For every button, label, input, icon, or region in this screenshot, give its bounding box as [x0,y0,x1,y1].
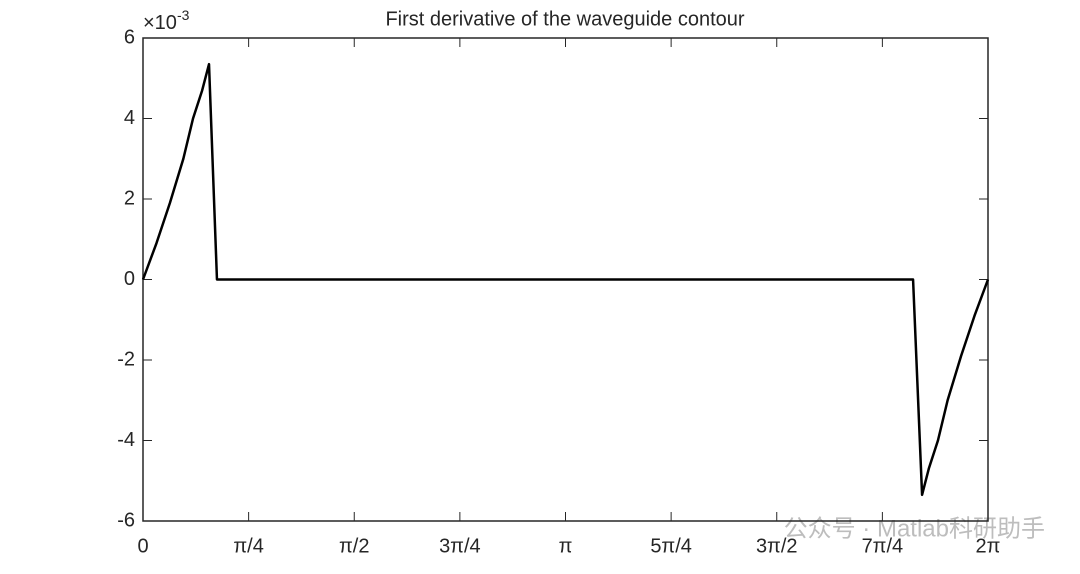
x-tick-label: 7π/4 [862,535,904,557]
x-tick-label: 2π [976,535,1001,557]
y-multiplier-exponent: -3 [177,7,190,23]
watermark: 公众号 · Matlab科研助手 [784,515,1045,542]
chart-title: First derivative of the waveguide contou… [385,8,744,30]
y-multiplier: ×10-3 [143,7,190,35]
x-tick-label: π/4 [233,535,263,557]
x-tick-label: π/2 [339,535,369,557]
y-multiplier-base: ×10 [143,12,177,34]
x-tick-label: 3π/2 [756,535,798,557]
data-line [141,62,990,497]
y-tick-label: 2 [124,187,135,209]
x-tick-label: π [559,535,573,557]
y-tick-label: 4 [124,107,135,129]
x-tick-label: 3π/4 [439,535,481,557]
y-tick-label: 6 [124,26,135,48]
x-tick-label: 5π/4 [650,535,692,557]
x-tick-label: 0 [137,535,148,557]
y-tick-label: -2 [117,348,135,370]
y-tick-label: -6 [117,509,135,531]
y-tick-label: 0 [124,268,135,290]
y-tick-label: -4 [117,429,135,451]
